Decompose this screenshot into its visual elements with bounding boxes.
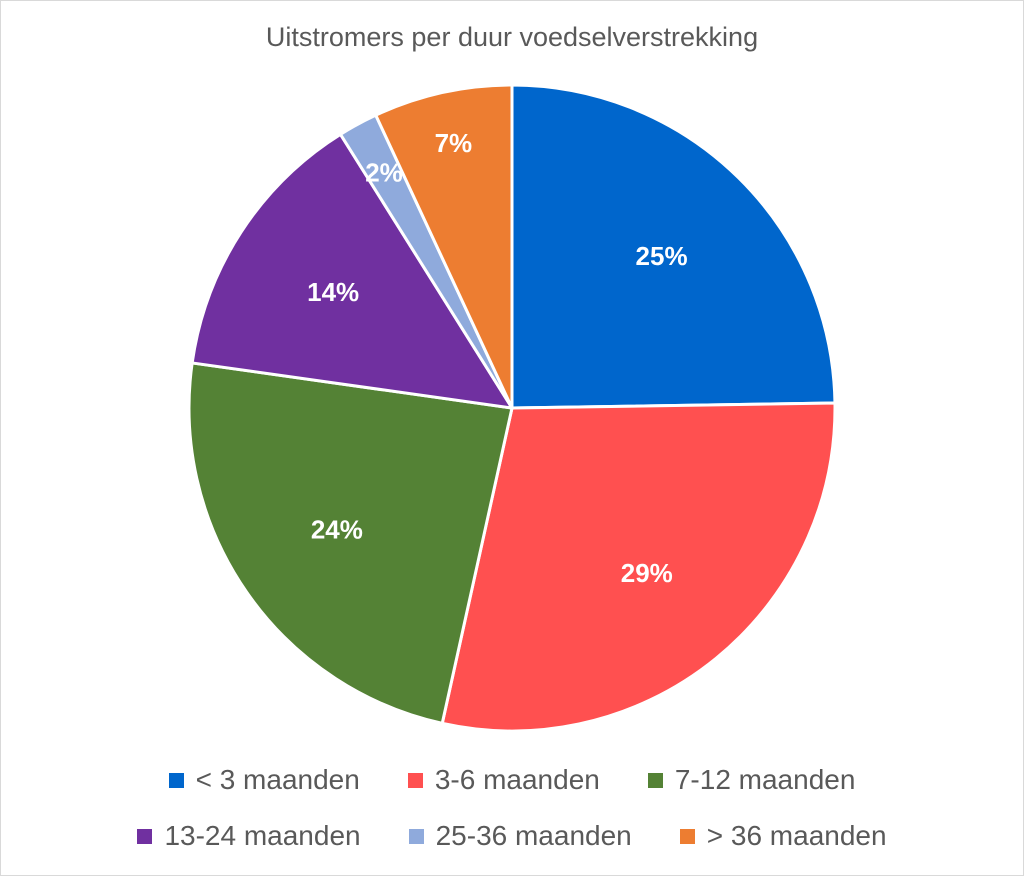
legend-swatch — [679, 828, 695, 844]
slice-data-label: 24% — [311, 515, 363, 545]
legend-swatch — [408, 828, 424, 844]
legend-label: < 3 maanden — [195, 764, 360, 795]
legend-item-3-6-maanden: 3-6 maanden — [407, 764, 600, 796]
slice-data-label: 7% — [435, 128, 473, 158]
legend-label: 7-12 maanden — [674, 764, 856, 795]
pie-slice — [190, 132, 514, 410]
pie-slice — [187, 361, 514, 725]
slice-data-label: 14% — [307, 277, 359, 307]
legend-label: 25-36 maanden — [435, 820, 632, 851]
pie-slice — [510, 83, 837, 410]
pie-slice — [440, 401, 837, 733]
legend-item-7-12-maanden: 7-12 maanden — [647, 764, 856, 796]
legend-label: 3-6 maanden — [434, 764, 600, 795]
legend-label: > 36 maanden — [706, 820, 887, 851]
slice-data-label: 25% — [636, 241, 688, 271]
slice-data-label: 29% — [621, 558, 673, 588]
legend-item-gt-36-maanden: > 36 maanden — [679, 820, 887, 852]
legend-row-1: < 3 maanden 3-6 maanden 7-12 maanden — [0, 764, 1024, 796]
legend-row-2: 13-24 maanden 25-36 maanden > 36 maanden — [0, 820, 1024, 852]
legend-item-13-24-maanden: 13-24 maanden — [137, 820, 361, 852]
legend-swatch — [168, 772, 184, 788]
legend-item-25-36-maanden: 25-36 maanden — [408, 820, 632, 852]
legend-swatch — [407, 772, 423, 788]
legend-item-lt-3-maanden: < 3 maanden — [168, 764, 360, 796]
legend-swatch — [647, 772, 663, 788]
legend-swatch — [137, 828, 153, 844]
legend-label: 13-24 maanden — [164, 820, 361, 851]
chart-title: Uitstromers per duur voedselverstrekking — [265, 22, 759, 52]
pie-slice — [374, 83, 514, 410]
